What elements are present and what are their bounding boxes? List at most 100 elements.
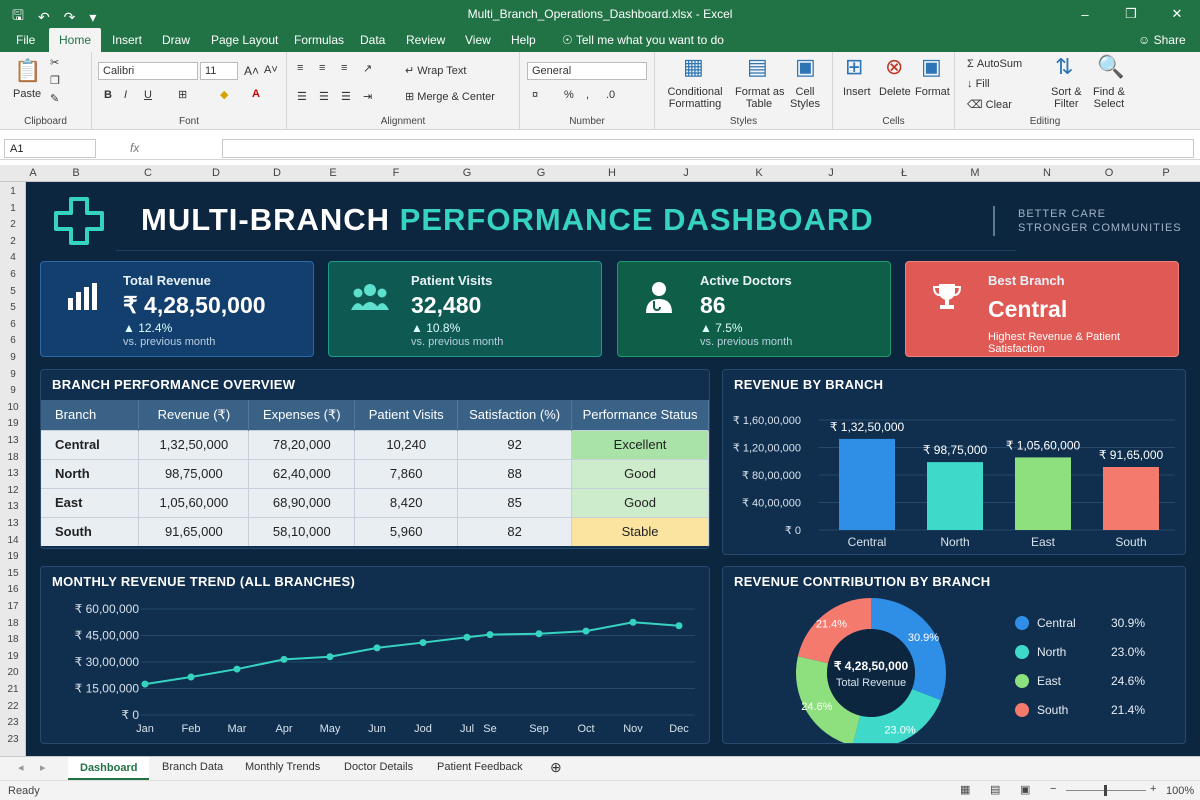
normal-view-icon[interactable]: ▦ (960, 784, 971, 796)
tab-review[interactable]: Review (406, 33, 446, 47)
tell-me-search[interactable]: ☉ Tell me what you want to do (562, 33, 724, 47)
cell-visits[interactable]: 10,240 (354, 429, 459, 459)
format-table-icon[interactable]: ▤ (747, 54, 768, 79)
autosum-button[interactable]: Σ AutoSum (967, 58, 1023, 70)
align-left-icon[interactable]: ☰ (297, 91, 307, 103)
restore-icon[interactable]: ❐ (1125, 6, 1137, 21)
row-header[interactable]: 19 (7, 551, 19, 563)
column-header[interactable]: C (144, 167, 152, 179)
merge-center-button[interactable]: ⊞ Merge & Center (405, 91, 495, 103)
cell-styles-icon[interactable]: ▣ (795, 54, 816, 79)
tab-data[interactable]: Data (360, 33, 386, 47)
row-header[interactable]: 13 (7, 501, 19, 513)
cell-status[interactable]: Good (571, 487, 709, 517)
column-header[interactable]: J (683, 167, 689, 179)
column-header[interactable]: J (828, 167, 834, 179)
sort-filter-button[interactable]: Sort & Filter (1051, 86, 1082, 110)
row-header[interactable]: 18 (7, 451, 19, 463)
redo-icon[interactable]: ↷ (63, 8, 76, 25)
row-header[interactable]: 19 (7, 650, 19, 662)
cell-expenses[interactable]: 78,20,000 (248, 429, 356, 459)
column-header[interactable]: G (536, 167, 546, 179)
row-header[interactable]: 22 (7, 700, 19, 712)
row-header[interactable]: 9 (10, 368, 16, 380)
format-painter-icon[interactable]: ✎ (50, 93, 60, 105)
column-header[interactable]: H (608, 167, 616, 179)
tab-draw[interactable]: Draw (162, 33, 191, 47)
percent-icon[interactable]: % (564, 89, 574, 101)
cell-branch[interactable]: East (41, 487, 140, 517)
sheet-tab-monthly-trends[interactable]: Monthly Trends (245, 761, 321, 773)
column-header[interactable]: K (755, 167, 763, 179)
row-header[interactable]: 19 (7, 418, 19, 430)
format-cells-icon[interactable]: ▣ (921, 54, 942, 79)
cell-expenses[interactable]: 68,90,000 (248, 487, 356, 517)
row-header[interactable]: 4 (10, 252, 16, 264)
save-icon[interactable]: 🖫 (12, 7, 24, 23)
cell-status[interactable]: Excellent (571, 429, 709, 459)
tab-file[interactable]: File (16, 33, 36, 47)
sheet-tab-doctor-details[interactable]: Doctor Details (344, 761, 414, 773)
comma-icon[interactable]: , (586, 89, 590, 101)
row-header[interactable]: 6 (10, 269, 16, 280)
orientation-icon[interactable]: ↗ (363, 63, 373, 75)
delete-cells-button[interactable]: Delete (879, 86, 911, 98)
share-button[interactable]: ☺ Share (1138, 33, 1186, 47)
tab-help[interactable]: Help (511, 33, 536, 47)
tab-home[interactable]: Home (49, 28, 102, 52)
cell-status[interactable]: Good (571, 458, 709, 488)
clear-button[interactable]: ⌫ Clear (967, 99, 1012, 111)
column-header[interactable]: O (1104, 167, 1114, 179)
row-header[interactable]: 12 (7, 484, 19, 496)
cell-status[interactable]: Stable (571, 516, 709, 546)
currency-icon[interactable]: ¤ (532, 89, 539, 101)
close-icon[interactable]: ✕ (1171, 6, 1183, 21)
row-header[interactable]: 2 (10, 235, 16, 247)
column-header[interactable]: G (462, 167, 472, 179)
conditional-formatting-button[interactable]: Conditional Formatting (667, 86, 723, 110)
zoom-in-icon[interactable]: + (1150, 783, 1157, 795)
cell-branch[interactable]: North (41, 458, 140, 488)
cell-revenue[interactable]: 91,65,000 (138, 516, 250, 546)
cell-expenses[interactable]: 62,40,000 (248, 458, 356, 488)
underline-icon[interactable]: U (144, 89, 152, 101)
row-header[interactable]: 13 (7, 468, 19, 480)
row-header[interactable]: 5 (10, 285, 16, 297)
cell-revenue[interactable]: 1,32,50,000 (138, 429, 250, 459)
scroll-left-icon[interactable]: ◂ (18, 762, 24, 774)
column-header[interactable]: N (1043, 167, 1051, 179)
cell-satisfaction[interactable]: 85 (457, 487, 573, 517)
row-header[interactable]: 18 (7, 617, 19, 629)
add-sheet-icon[interactable]: ⊕ (550, 759, 562, 775)
minimize-icon[interactable]: – (1081, 6, 1089, 22)
row-header[interactable]: 13 (7, 435, 19, 446)
row-header[interactable]: 18 (7, 634, 19, 646)
row-header[interactable]: 13 (7, 518, 19, 529)
find-select-icon[interactable]: 🔍 (1097, 54, 1125, 79)
row-header[interactable]: 20 (7, 667, 19, 679)
fill-color-icon[interactable]: ◆ (220, 89, 229, 101)
cell-visits[interactable]: 7,860 (354, 458, 459, 488)
cell-styles-button[interactable]: Cell Styles (790, 86, 820, 110)
align-bottom-icon[interactable]: ≡ (341, 62, 348, 74)
insert-cells-button[interactable]: Insert (843, 86, 871, 98)
undo-icon[interactable]: ↶ (37, 8, 50, 25)
indent-icon[interactable]: ⇥ (363, 91, 373, 103)
cell-branch[interactable]: South (41, 516, 140, 546)
increase-decimal-icon[interactable]: .0 (606, 89, 616, 101)
delete-cells-icon[interactable]: ⊗ (885, 54, 904, 79)
paste-button[interactable]: Paste (13, 88, 42, 100)
cell-satisfaction[interactable]: 92 (457, 429, 573, 459)
column-header[interactable]: P (1162, 167, 1170, 179)
sheet-tab-patient-feedback[interactable]: Patient Feedback (437, 761, 523, 773)
copy-icon[interactable]: ❐ (50, 75, 60, 87)
row-header[interactable]: 1 (10, 186, 16, 197)
number-format-select[interactable]: General (527, 62, 647, 80)
row-header[interactable]: 2 (10, 219, 16, 231)
tab-view[interactable]: View (465, 33, 491, 47)
zoom-out-icon[interactable]: − (1050, 783, 1057, 795)
row-header[interactable]: 9 (10, 352, 16, 363)
customize-icon[interactable]: ▾ (89, 8, 97, 25)
column-header[interactable]: D (273, 167, 281, 179)
row-header[interactable]: 10 (7, 401, 19, 413)
